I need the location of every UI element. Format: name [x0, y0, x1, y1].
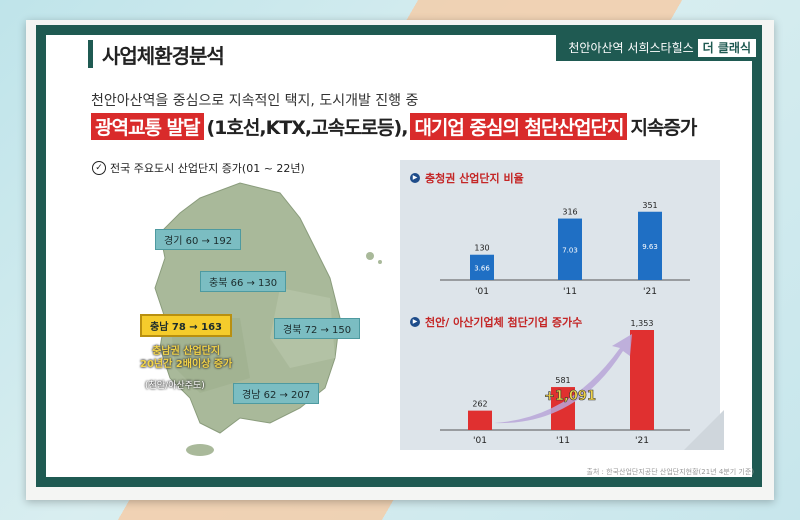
region-gyeongbuk: 경북 72 → 150	[274, 318, 361, 339]
x-tick-label: '11	[556, 436, 570, 446]
brand-edition: 더 클래식	[697, 39, 756, 57]
title-accent-bar	[88, 40, 93, 68]
headline-mid: (1호선,KTX,고속도로등),	[206, 117, 409, 139]
play-icon: ▶	[410, 317, 420, 327]
bar	[630, 330, 654, 430]
bar-value-label: 262	[472, 400, 487, 409]
bar-value-label: 316	[562, 208, 577, 217]
x-tick-label: '11	[563, 287, 577, 297]
page-curl	[684, 410, 724, 450]
map-caption: ✓ 전국 주요도시 산업단지 증가(01 ~ 22년)	[92, 160, 305, 176]
highlight-transport: 광역교통 발달	[91, 113, 204, 140]
bar	[638, 211, 662, 280]
region-gyeongnam: 경남 62 → 207	[233, 383, 320, 404]
brand-name: 천안아산역 서희스타힐스	[568, 41, 694, 55]
play-icon: ▶	[410, 173, 420, 183]
check-icon: ✓	[92, 161, 106, 175]
x-tick-label: '21	[635, 436, 649, 446]
chart1-title: ▶ 충청권 산업단지 비율	[410, 170, 524, 186]
headline-tail: 지속증가	[630, 117, 697, 139]
chart-advanced-firms: 262 '01 581 '11 1,353 '21 +1,091	[440, 319, 690, 446]
intro-line: 천안아산역을 중심으로 지속적인 택지, 도시개발 진행 중	[91, 93, 419, 109]
page-title: 사업체환경분석	[102, 44, 225, 68]
bar-inner-label: 3.66	[474, 264, 490, 272]
headline: 광역교통 발달 (1호선,KTX,고속도로등), 대기업 중심의 첨단산업단지 …	[91, 113, 697, 140]
chart-industrial-complex: 130 3.66 '01 316 7.03 '11 351 9.63 '21	[440, 201, 690, 297]
bar	[468, 410, 492, 430]
bar-value-label: 351	[642, 201, 657, 210]
growth-arrow-icon	[494, 334, 632, 424]
x-tick-label: '21	[643, 287, 657, 297]
bar-value-label: 130	[474, 244, 489, 253]
source-note: 출처 : 한국산업단지공단 산업단지현황(21년 4분기 기준)	[586, 468, 754, 476]
chart1-title-text: 충청권 산업단지 비율	[425, 172, 524, 185]
chart2-title: ▶ 천안/ 아산기업체 첨단기업 증가수	[410, 314, 582, 330]
note-line3: (천안/아산주도)	[145, 381, 205, 391]
bar	[558, 218, 582, 280]
map-caption-text: 전국 주요도시 산업단지 증가(01 ~ 22년)	[110, 162, 305, 175]
chart2-title-text: 천안/ 아산기업체 첨단기업 증가수	[425, 316, 583, 329]
bar-value-label: 1,353	[631, 319, 654, 328]
highlight-industry: 대기업 중심의 첨단산업단지	[410, 113, 628, 140]
growth-annotation: +1,091	[544, 389, 596, 404]
region-chungnam: 충남 78 → 163	[140, 314, 233, 337]
brand-badge: 천안아산역 서희스타힐스 더 클래식	[556, 35, 762, 61]
bar-inner-label: 9.63	[642, 243, 658, 251]
bar	[470, 254, 494, 280]
region-gyeonggi: 경기 60 → 192	[155, 229, 242, 250]
chungnam-note: 충남권 산업단지 20년간 2배이상 증가	[140, 345, 232, 371]
x-tick-label: '01	[473, 436, 487, 446]
bar-value-label: 581	[555, 376, 570, 385]
note-line2: 20년간 2배이상 증가	[140, 359, 233, 370]
note-line1: 충남권 산업단지	[152, 346, 221, 357]
bar-inner-label: 7.03	[562, 246, 578, 254]
x-tick-label: '01	[475, 287, 489, 297]
region-chungbuk: 충북 66 → 130	[200, 271, 287, 292]
